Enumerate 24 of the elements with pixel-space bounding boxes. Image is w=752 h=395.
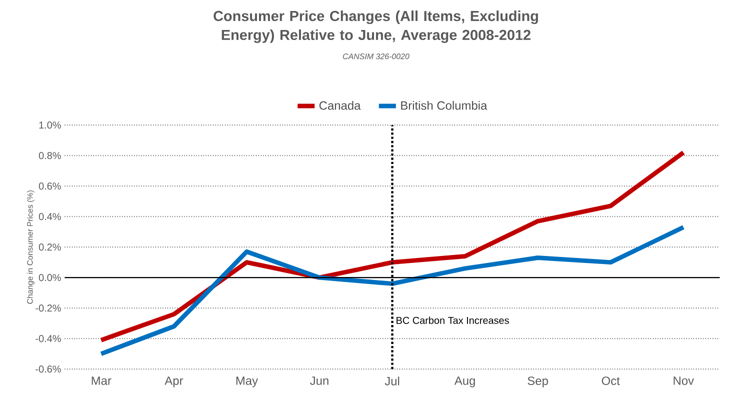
x-tick-label: Jun <box>310 376 328 385</box>
y-tick-label: 0.6% <box>38 182 61 190</box>
x-tick-label: Oct <box>602 376 620 386</box>
legend-label: British Columbia <box>401 100 488 110</box>
y-tick-label: 0.8% <box>38 152 61 160</box>
x-tick-label: Apr <box>164 376 184 388</box>
y-tick-label: -0.4% <box>36 335 61 342</box>
y-tick-label: 0.4% <box>38 213 61 220</box>
y-tick-label: 0.2% <box>38 244 61 251</box>
x-tick-label: Aug <box>454 376 475 388</box>
y-tick-label: 1.0% <box>39 122 61 129</box>
ref-line-label: BC Carbon Tax Increases <box>396 316 509 324</box>
y-tick-label: -0.6% <box>36 366 61 373</box>
legend-label: Canada <box>319 100 361 110</box>
y-tick-label: -0.2% <box>36 304 61 312</box>
x-tick-label: May <box>236 376 258 388</box>
chart-title: Consumer Price Changes (All Items, Excluding Energy) Relative to June, Average 2008-2012 <box>214 10 538 43</box>
x-tick-label: Sep <box>528 376 548 388</box>
x-tick-label: Jul <box>384 376 400 386</box>
line-series <box>98 225 686 356</box>
y-tick-label: 0.0% <box>38 274 61 282</box>
x-tick-label: Nov <box>674 376 694 385</box>
line-series <box>98 150 686 342</box>
x-tick-label: Mar <box>92 376 112 385</box>
